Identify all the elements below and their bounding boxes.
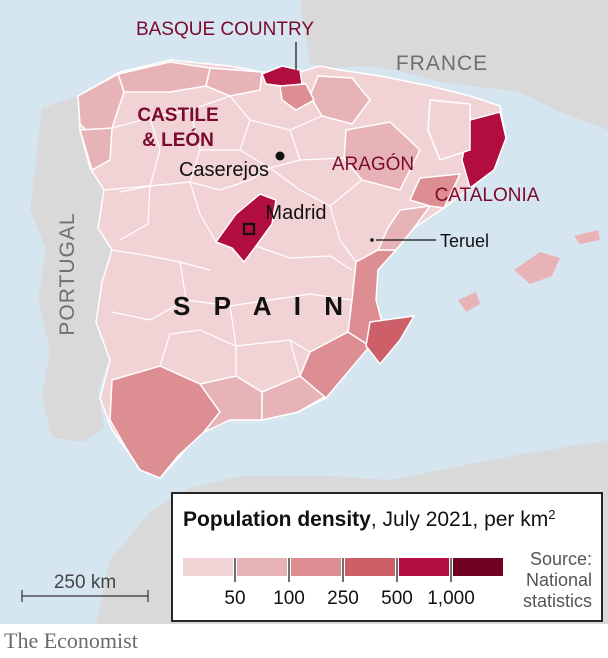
legend-source-1: Source: [530,549,592,569]
label-france: FRANCE [396,52,488,75]
france-land [300,0,608,130]
region-galicia-s [79,127,113,172]
province-borders [103,95,363,377]
legend-box [171,492,603,622]
label-caserejos: Caserejos [179,159,269,181]
teruel-dot [370,238,374,242]
label-basque-country: BASQUE COUNTRY [136,19,314,40]
label-catalonia: CATALONIA [435,185,540,206]
legend-tick-label-1: 50 [224,588,245,609]
legend-tick-label-2: 100 [273,588,305,609]
legend-swatch-2 [237,558,287,576]
island-menorca [574,230,600,244]
legend-tick-label-5: 1,000 [427,588,475,609]
label-castile-1: CASTILE [137,105,218,126]
legend-swatch-1 [183,558,233,576]
portugal-land [30,96,112,442]
legend: Population density, July 2021, per km2 5… [171,492,603,622]
region-andalusia-c [198,375,263,433]
region-andalusia-w [109,365,221,479]
label-portugal: PORTUGAL [56,212,79,335]
legend-swatch-4 [345,558,395,576]
label-scale-bar: 250 km [54,572,116,593]
region-barcelona [461,111,507,190]
map: BASQUE COUNTRY FRANCE CASTILE & LEÓN Cas… [0,0,608,624]
label-teruel: Teruel [440,231,489,251]
economist-brand: The Economist [4,628,138,653]
legend-ticks: 50 100 250 500 1,000 [224,558,475,609]
island-ibiza [458,292,480,312]
legend-source-2: National [526,570,592,590]
region-lleida [427,99,471,161]
legend-source-3: statistics [523,591,592,611]
legend-swatch-3 [291,558,341,576]
legend-tick-label-4: 500 [381,588,413,609]
legend-tick-label-3: 250 [327,588,359,609]
label-castile-2: & LEÓN [142,129,214,151]
legend-swatch-5 [399,558,449,576]
island-mallorca [514,252,560,284]
region-alicante [365,315,416,366]
caserejos-dot [275,151,285,161]
region-madrid [214,193,277,264]
label-spain: S P A I N [173,291,351,321]
legend-swatch-6 [453,558,503,576]
legend-title-bold: Population density [183,508,371,531]
legend-title-rest: , July 2021, per km [371,508,548,531]
legend-swatches [183,558,503,576]
madrid-marker [242,222,256,236]
label-aragon: ARAGÓN [332,153,414,175]
legend-title-sup: 2 [548,507,555,522]
region-alava [279,83,315,111]
region-tarragona [408,173,462,209]
label-madrid: Madrid [265,202,326,224]
region-andalusia-e [261,375,328,421]
legend-title: Population density, July 2021, per km2 [183,507,556,532]
